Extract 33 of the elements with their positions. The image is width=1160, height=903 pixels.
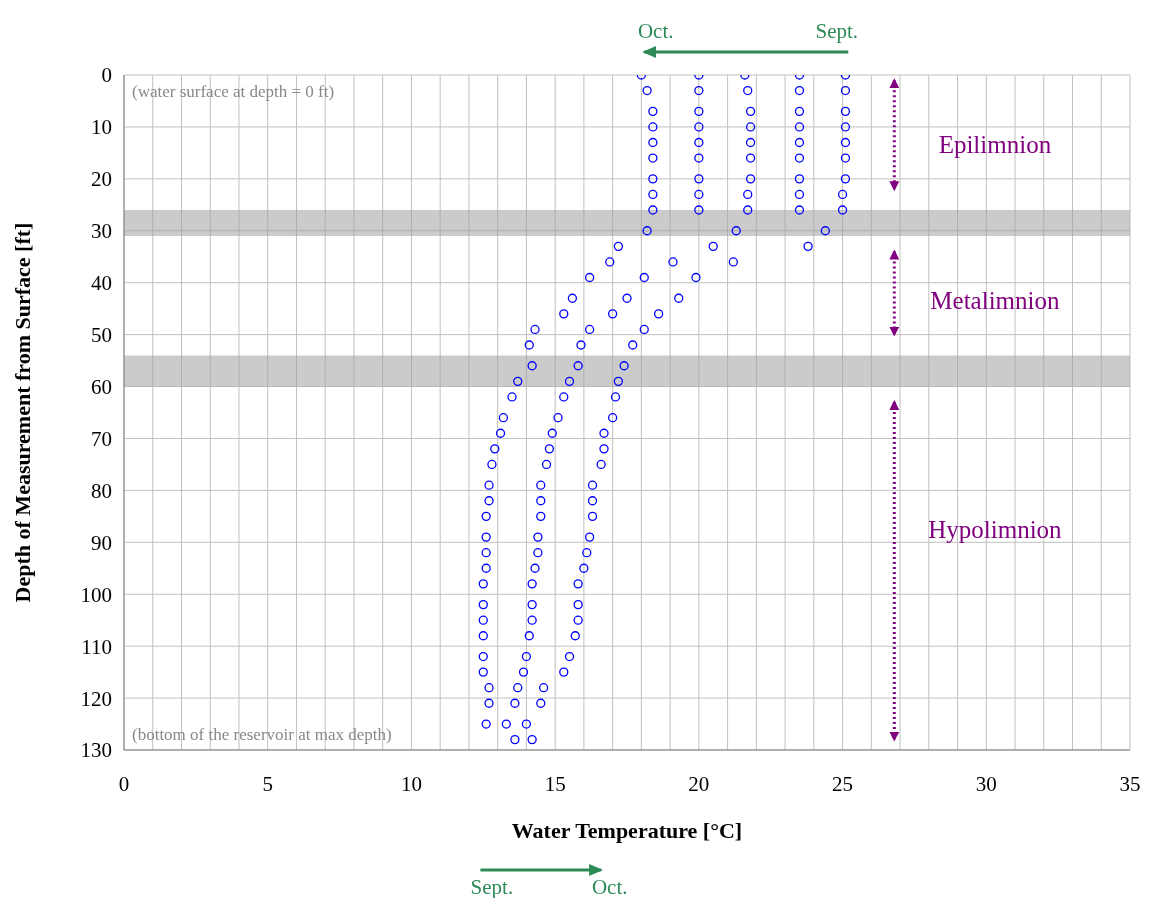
text: Oct. <box>637 19 674 43</box>
y-tick-label: 50 <box>91 323 112 348</box>
x-tick-label: 15 <box>544 771 566 796</box>
y-tick-label: 90 <box>91 530 112 555</box>
x-tick-label: 20 <box>688 771 710 796</box>
y-tick-label: 20 <box>91 167 112 192</box>
x-tick-label: 5 <box>262 771 273 796</box>
annotation: (water surface at depth = 0 ft) <box>132 82 335 101</box>
y-tick-label: 10 <box>91 115 112 140</box>
x-axis-title: Water Temperature [°C] <box>511 818 743 843</box>
annotation: Metalimnion <box>930 287 1060 315</box>
annotation: Hypolimnion <box>928 515 1063 543</box>
text: Oct. <box>591 875 628 899</box>
x-tick-label: 30 <box>975 771 997 796</box>
text: Sept. <box>815 19 859 43</box>
x-tick-label: 25 <box>832 771 854 796</box>
y-tick-label: 30 <box>91 219 112 244</box>
x-tick-label: 35 <box>1119 771 1141 796</box>
annotation: Epilimnion <box>938 131 1052 159</box>
y-tick-label: 110 <box>81 634 112 659</box>
x-tick-label: 0 <box>118 771 130 796</box>
y-tick-label: 130 <box>80 738 112 763</box>
x-tick-label: 10 <box>400 771 422 796</box>
y-axis-title: Depth of Measurement from Surface [ft] <box>9 222 35 603</box>
y-tick-label: 0 <box>101 63 112 88</box>
y-tick-label: 40 <box>91 271 112 296</box>
y-tick-label: 120 <box>80 686 112 711</box>
annotation: (bottom of the reservoir at max depth) <box>132 725 392 744</box>
y-tick-label: 80 <box>91 478 112 503</box>
y-tick-label: 70 <box>91 426 112 451</box>
y-tick-label: 60 <box>91 374 112 399</box>
y-tick-label: 100 <box>80 582 112 607</box>
text: Sept. <box>470 875 514 899</box>
